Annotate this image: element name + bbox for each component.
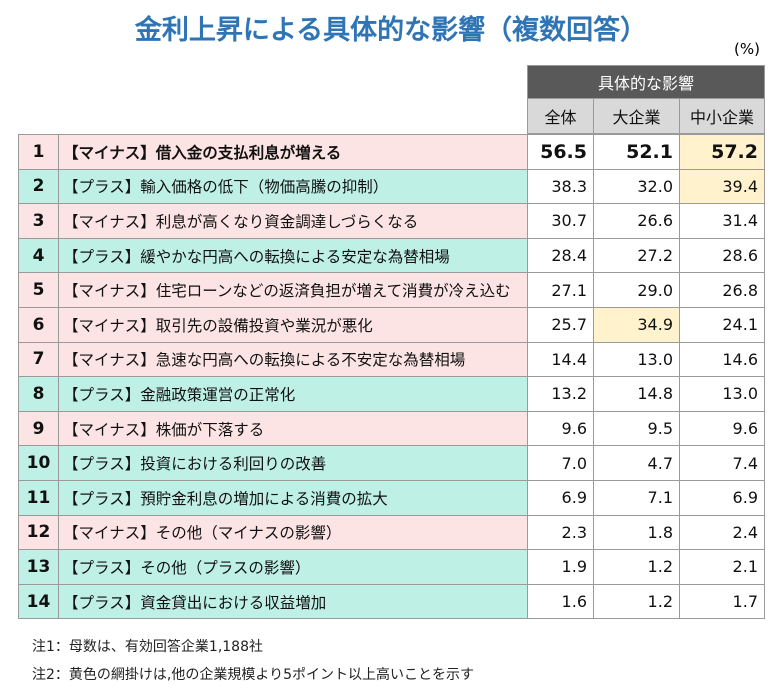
- label-cell: 【プラス】資金貸出における収益増加: [58, 583, 528, 620]
- column-header: 中小企業: [679, 98, 765, 134]
- value-cell: 7.0: [527, 445, 594, 481]
- value-cell: 52.1: [593, 134, 680, 170]
- rank-cell: 12: [18, 514, 59, 551]
- value-cell: 1.8: [593, 514, 680, 551]
- value-cell: 2.1: [679, 549, 765, 585]
- value-cell: 4.7: [593, 445, 680, 481]
- unit: (%): [734, 40, 760, 58]
- value-cell: 13.0: [679, 376, 765, 412]
- value-cell: 32.0: [593, 168, 680, 205]
- value-cell: 1.9: [527, 549, 594, 585]
- label-cell: 【マイナス】取引先の設備投資や業況が悪化: [58, 307, 528, 343]
- value-cell: 57.2: [679, 134, 765, 170]
- value-cell: 14.8: [593, 376, 680, 412]
- note: 注1：母数は、有効回答企業1,188社: [32, 639, 263, 655]
- value-cell: 29.0: [593, 272, 680, 308]
- value-cell: 6.9: [527, 480, 594, 516]
- value-cell: 1.7: [679, 583, 765, 620]
- rank-cell: 9: [18, 410, 59, 447]
- column-header: 大企業: [593, 98, 680, 134]
- rank-cell: 8: [18, 376, 59, 412]
- value-cell: 9.6: [679, 410, 765, 447]
- value-cell: 6.9: [679, 480, 765, 516]
- label-cell: 【プラス】輸入価格の低下（物価高騰の抑制）: [58, 168, 528, 205]
- rank-cell: 11: [18, 480, 59, 516]
- label-cell: 【マイナス】借入金の支払利息が増える: [58, 134, 528, 170]
- value-cell: 1.2: [593, 583, 680, 620]
- value-cell: 7.4: [679, 445, 765, 481]
- label-cell: 【マイナス】住宅ローンなどの返済負担が増えて消費が冷え込む: [58, 272, 528, 308]
- note: 注2：黄色の網掛けは,他の企業規模より5ポイント以上高いことを示す: [32, 667, 474, 683]
- value-cell: 30.7: [527, 203, 594, 239]
- value-cell: 13.2: [527, 376, 594, 412]
- value-cell: 39.4: [679, 168, 765, 205]
- label-cell: 【プラス】預貯金利息の増加による消費の拡大: [58, 480, 528, 516]
- value-cell: 14.4: [527, 341, 594, 378]
- label-cell: 【プラス】金融政策運営の正常化: [58, 376, 528, 412]
- value-cell: 28.6: [679, 237, 765, 274]
- rank-cell: 13: [18, 549, 59, 585]
- value-cell: 34.9: [593, 307, 680, 343]
- value-cell: 1.2: [593, 549, 680, 585]
- value-cell: 24.1: [679, 307, 765, 343]
- rank-cell: 3: [18, 203, 59, 239]
- value-cell: 56.5: [527, 134, 594, 170]
- rank-cell: 2: [18, 168, 59, 205]
- label-cell: 【マイナス】利息が高くなり資金調達しづらくなる: [58, 203, 528, 239]
- value-cell: 28.4: [527, 237, 594, 274]
- label-cell: 【プラス】その他（プラスの影響）: [58, 549, 528, 585]
- rank-cell: 1: [18, 134, 59, 170]
- value-cell: 27.2: [593, 237, 680, 274]
- rank-cell: 5: [18, 272, 59, 308]
- rank-cell: 7: [18, 341, 59, 378]
- title: 金利上昇による具体的な影響（複数回答）: [134, 15, 648, 46]
- column-header: 全体: [527, 98, 594, 134]
- value-cell: 25.7: [527, 307, 594, 343]
- value-cell: 1.6: [527, 583, 594, 620]
- label-cell: 【プラス】投資における利回りの改善: [58, 445, 528, 481]
- value-cell: 9.5: [593, 410, 680, 447]
- value-cell: 14.6: [679, 341, 765, 378]
- value-cell: 2.4: [679, 514, 765, 551]
- label-cell: 【マイナス】株価が下落する: [58, 410, 528, 447]
- value-cell: 27.1: [527, 272, 594, 308]
- rank-cell: 4: [18, 237, 59, 274]
- value-cell: 9.6: [527, 410, 594, 447]
- rank-cell: 10: [18, 445, 59, 481]
- rank-cell: 14: [18, 583, 59, 620]
- label-cell: 【マイナス】その他（マイナスの影響）: [58, 514, 528, 551]
- value-cell: 13.0: [593, 341, 680, 378]
- label-cell: 【プラス】緩やかな円高への転換による安定な為替相場: [58, 237, 528, 274]
- label-cell: 【マイナス】急速な円高への転換による不安定な為替相場: [58, 341, 528, 378]
- value-cell: 2.3: [527, 514, 594, 551]
- value-cell: 7.1: [593, 480, 680, 516]
- value-cell: 31.4: [679, 203, 765, 239]
- value-cell: 26.6: [593, 203, 680, 239]
- value-cell: 38.3: [527, 168, 594, 205]
- value-cell: 26.8: [679, 272, 765, 308]
- rank-cell: 6: [18, 307, 59, 343]
- group-header: 具体的な影響: [527, 65, 765, 99]
